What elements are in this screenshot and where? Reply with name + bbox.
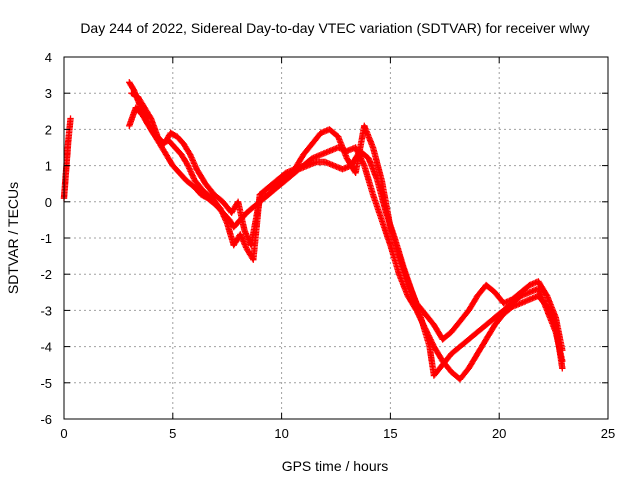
x-axis-label: GPS time / hours	[282, 458, 389, 474]
y-tick-label: -1	[40, 231, 52, 246]
data-points	[60, 79, 566, 383]
y-tick-label: -4	[40, 340, 52, 355]
y-tick-label: -2	[40, 267, 52, 282]
point-markers	[60, 115, 74, 202]
y-tick-label: 1	[45, 159, 52, 174]
y-tick-label: -5	[40, 376, 52, 391]
series-trace-c	[128, 90, 566, 354]
x-tick-label: 10	[274, 426, 288, 441]
y-axis-label: SDTVAR / TECUs	[5, 182, 21, 294]
x-tick-label: 15	[383, 426, 397, 441]
x-tick-label: 0	[60, 426, 67, 441]
y-tick-label: 2	[45, 122, 52, 137]
y-tick-label: -6	[40, 412, 52, 427]
series-segment-1	[60, 115, 74, 202]
x-tick-label: 20	[492, 426, 506, 441]
y-tick-label: 3	[45, 86, 52, 101]
x-axis-tick-labels: 0 5 10 15 20 25	[60, 426, 615, 441]
y-tick-label: 4	[45, 50, 52, 65]
y-axis-tick-labels: -6 -5 -4 -3 -2 -1 0 1 2 3 4	[40, 50, 52, 427]
point-markers	[128, 90, 566, 354]
y-tick-label: 0	[45, 195, 52, 210]
chart-title: Day 244 of 2022, Sidereal Day-to-day VTE…	[80, 20, 589, 36]
x-tick-label: 5	[169, 426, 176, 441]
axis-ticks	[63, 56, 609, 420]
x-tick-label: 25	[601, 426, 615, 441]
y-tick-label: -3	[40, 303, 52, 318]
